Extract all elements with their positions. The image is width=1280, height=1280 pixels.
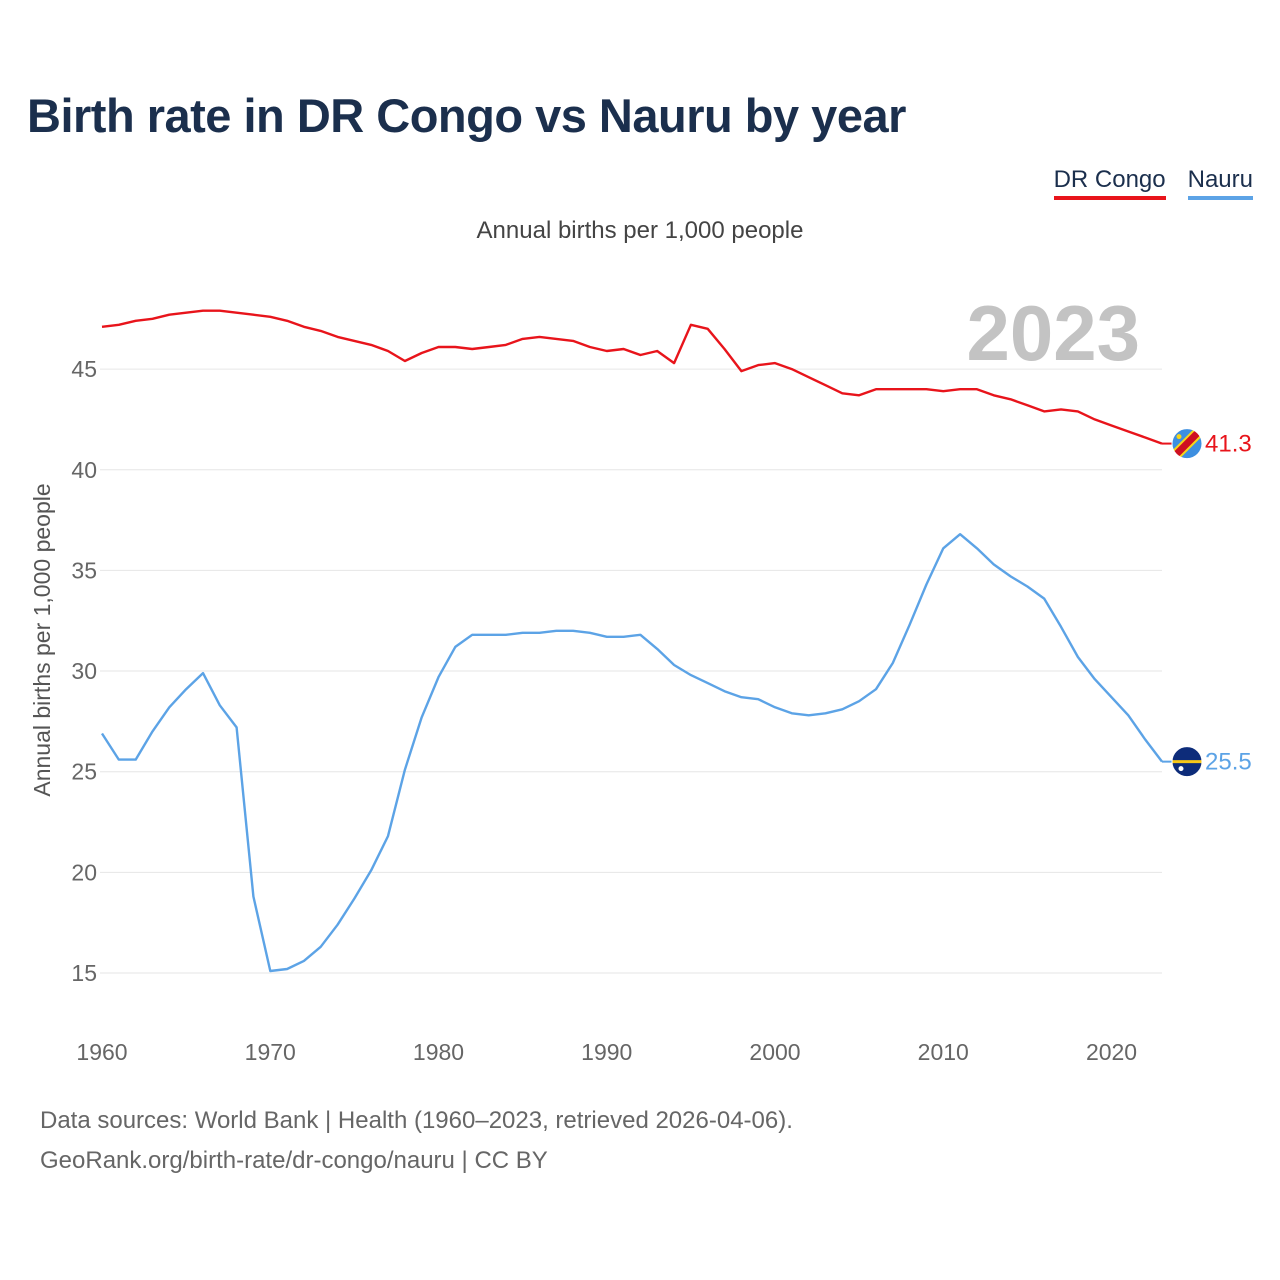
y-tick-40: 40 (71, 457, 97, 483)
legend: DR Congo Nauru (1053, 166, 1253, 200)
y-tick-15: 15 (71, 960, 97, 986)
x-tick-1980: 1980 (413, 1039, 464, 1065)
chart-subtitle: Annual births per 1,000 people (476, 217, 804, 244)
series-lines (100, 309, 1163, 973)
y-tick-30: 30 (71, 658, 97, 684)
legend-item-dr-congo[interactable]: DR Congo (1053, 166, 1166, 200)
y-tick-20: 20 (71, 859, 97, 885)
series-line-nauru[interactable] (100, 533, 1163, 973)
source-note: Data sources: World Bank | Health (1960–… (40, 1107, 793, 1134)
x-tick-1990: 1990 (581, 1039, 632, 1065)
x-axis-ticks: 1960 1970 1980 1990 2000 2010 2020 (76, 1039, 1137, 1065)
x-tick-1960: 1960 (76, 1039, 127, 1065)
y-tick-45: 45 (71, 356, 97, 382)
chart-title: Birth rate in DR Congo vs Nauru by year (27, 89, 906, 142)
year-display: 2023 (966, 289, 1140, 377)
series-line-dr-congo[interactable] (101, 309, 1163, 445)
y-axis-ticks: 15 20 25 30 35 40 45 (71, 356, 97, 986)
y-tick-35: 35 (71, 557, 97, 583)
y-tick-25: 25 (71, 759, 97, 785)
x-tick-2020: 2020 (1086, 1039, 1137, 1065)
end-label-nauru: 25.5 (1205, 749, 1252, 776)
source-link[interactable]: GeoRank.org/birth-rate/dr-congo/nauru | … (40, 1147, 548, 1174)
x-tick-1970: 1970 (245, 1039, 296, 1065)
dr-congo-flag-icon (1171, 428, 1203, 460)
end-label-dr-congo: 41.3 (1205, 431, 1252, 458)
x-tick-2010: 2010 (918, 1039, 969, 1065)
gridlines (100, 368, 1162, 974)
x-tick-2000: 2000 (749, 1039, 800, 1065)
nauru-flag-icon (1171, 746, 1203, 778)
legend-item-nauru[interactable]: Nauru (1187, 166, 1253, 200)
end-markers: 41.3 25.5 (1162, 428, 1252, 778)
y-axis-label: Annual births per 1,000 people (29, 483, 55, 796)
